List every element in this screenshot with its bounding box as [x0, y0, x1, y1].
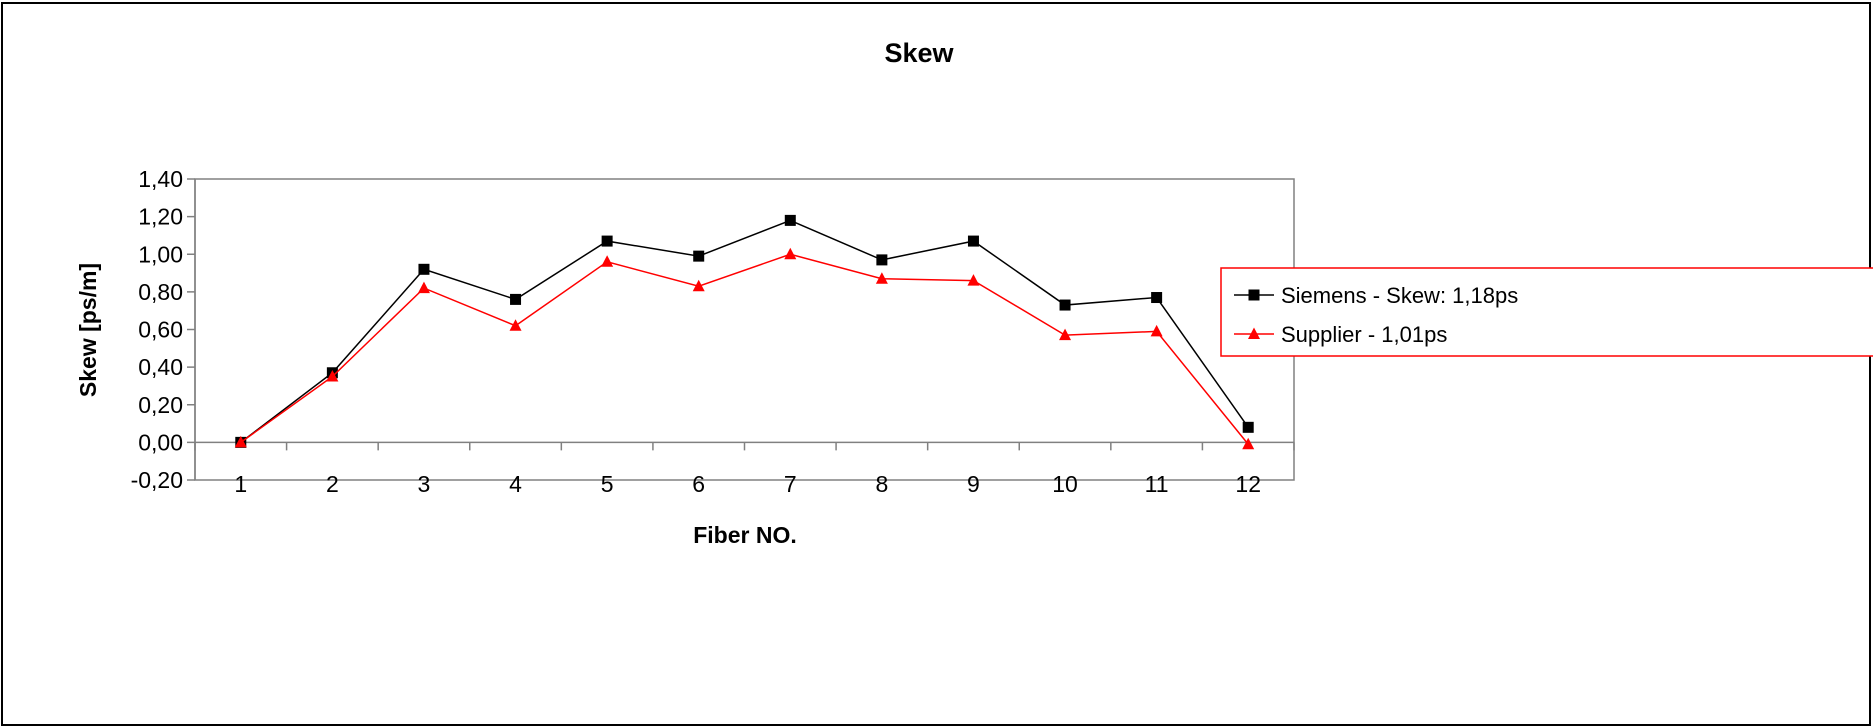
data-point [418, 263, 430, 275]
x-tick-label: 11 [1145, 471, 1169, 497]
x-axis: 1 2 3 4 5 6 7 8 9 10 11 12 [194, 442, 1295, 497]
y-axis-title: Skew [ps/m] [75, 263, 101, 397]
data-point [1151, 292, 1163, 304]
y-tick-label: 0,20 [138, 392, 183, 418]
series-1 [235, 214, 1254, 448]
data-point [417, 281, 430, 294]
legend-label: Supplier - 1,01ps [1281, 322, 1447, 347]
data-point [601, 255, 614, 267]
legend-swatch-marker [1248, 289, 1260, 301]
data-point [784, 214, 796, 226]
data-point [234, 435, 247, 448]
data-point [1242, 437, 1255, 450]
series-layer [234, 214, 1255, 450]
x-tick-label: 4 [509, 471, 522, 497]
data-point [1059, 328, 1072, 341]
x-tick-label: 8 [875, 471, 888, 497]
data-point [784, 247, 797, 260]
y-tick-label: 1,20 [138, 204, 183, 230]
series-line [240, 253, 1249, 445]
data-point [1242, 421, 1254, 433]
data-point [967, 274, 980, 286]
data-point [693, 250, 705, 262]
series-line [240, 219, 1249, 443]
x-tick-label: 7 [784, 471, 797, 497]
plot-area [194, 178, 1295, 481]
y-tick-label: -0,20 [131, 467, 183, 493]
x-tick-label: 9 [967, 471, 980, 497]
data-point [326, 370, 339, 382]
x-tick-label: 5 [601, 471, 614, 497]
x-tick-label: 10 [1052, 471, 1078, 497]
data-point [692, 279, 705, 292]
y-tick-label: 0,40 [138, 354, 183, 380]
series-2 [234, 247, 1255, 450]
x-tick-label: 2 [326, 471, 339, 497]
y-tick-label: 1,00 [138, 241, 183, 267]
x-tick-label: 12 [1235, 471, 1261, 497]
data-point [875, 272, 888, 284]
y-axis: -0,20 0,00 0,20 0,40 0,60 0,80 1,00 1,20 1,40 [131, 166, 196, 493]
data-point [967, 235, 979, 247]
data-point [1150, 324, 1163, 337]
data-point [509, 319, 522, 331]
y-tick-label: 0,80 [138, 279, 183, 305]
data-point [510, 293, 522, 305]
legend-label: Siemens - Skew: 1,18ps [1281, 283, 1518, 308]
y-tick-label: 0,60 [138, 317, 183, 343]
y-tick-label: 0,00 [138, 429, 183, 455]
chart-title: Skew [884, 38, 954, 68]
data-point [1059, 299, 1071, 311]
x-axis-title: Fiber NO. [693, 522, 797, 548]
skew-line-chart: Skew -0,20 0,00 0,20 0,40 0,60 0,80 1,00 1,20 1,… [75, 38, 1873, 548]
legend-swatch-marker [1248, 327, 1260, 339]
x-tick-label: 1 [234, 471, 247, 497]
data-point [601, 235, 613, 247]
y-tick-label: 1,40 [138, 166, 183, 192]
data-point [876, 254, 888, 266]
x-tick-label: 3 [418, 471, 431, 497]
legend-box [1220, 267, 1873, 357]
x-tick-label: 6 [692, 471, 705, 497]
legend: Siemens - Skew: 1,18ps Supplier - 1,01ps [1220, 267, 1873, 357]
